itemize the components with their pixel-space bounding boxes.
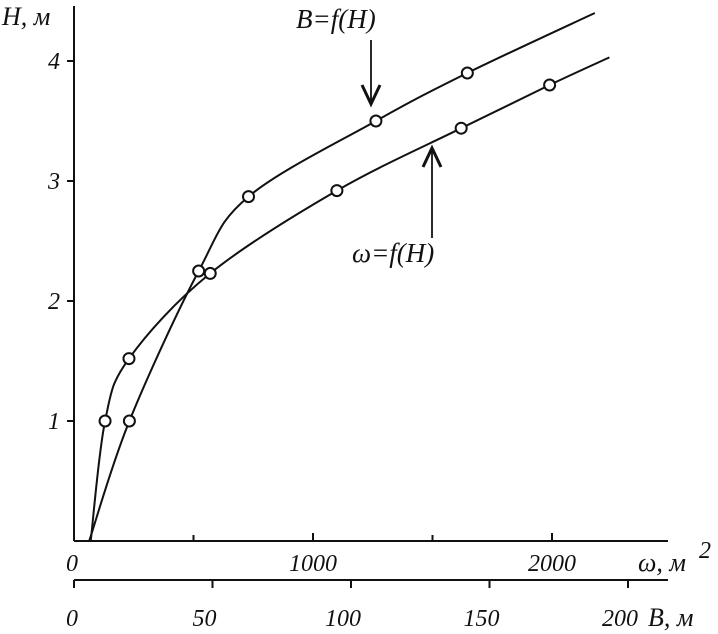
omega-axis-title-superscript: 2 — [699, 538, 711, 564]
omega-curve-line — [89, 56, 610, 542]
curves-group — [88, 12, 610, 542]
axes-group — [67, 6, 668, 588]
y-tick-label: 1 — [48, 409, 60, 435]
omega-tick-label: 2000 — [528, 551, 576, 577]
b-tick-label: 200 — [602, 606, 638, 632]
omega-curve-point — [543, 78, 557, 92]
b-curve-point — [242, 190, 256, 204]
b-curve-arrowhead — [360, 84, 382, 108]
omega-tick-label: 1000 — [289, 551, 337, 577]
omega-curve-arrowhead — [421, 144, 443, 168]
omega-curve-point — [454, 121, 468, 135]
y-tick-label: 4 — [48, 49, 60, 75]
b-tick-label: 50 — [193, 606, 217, 632]
b-tick-label: 100 — [325, 606, 361, 632]
b-curve-point — [192, 264, 206, 278]
b-curve-point — [460, 66, 474, 80]
omega-curve-point — [122, 352, 136, 366]
omega-axis-title: ω, м — [638, 548, 686, 577]
b-curve-line — [88, 12, 596, 542]
b-curve-label: B=f(H) — [296, 4, 376, 34]
omega-curve-point — [203, 266, 217, 280]
b-curve-point — [122, 414, 136, 428]
y-axis-title: H, м — [1, 2, 50, 31]
b-tick-label: 0 — [66, 606, 78, 632]
omega-curve-point — [330, 184, 344, 198]
y-tick-label: 2 — [48, 289, 60, 315]
y-tick-label: 3 — [47, 169, 60, 195]
b-curve-point — [369, 114, 383, 128]
b-tick-label: 150 — [464, 606, 500, 632]
omega-curve-label: ω=f(H) — [352, 238, 434, 268]
omega-curve-point — [98, 414, 112, 428]
omega-tick-label: 0 — [66, 551, 78, 577]
b-axis-title: B, м — [648, 603, 693, 632]
